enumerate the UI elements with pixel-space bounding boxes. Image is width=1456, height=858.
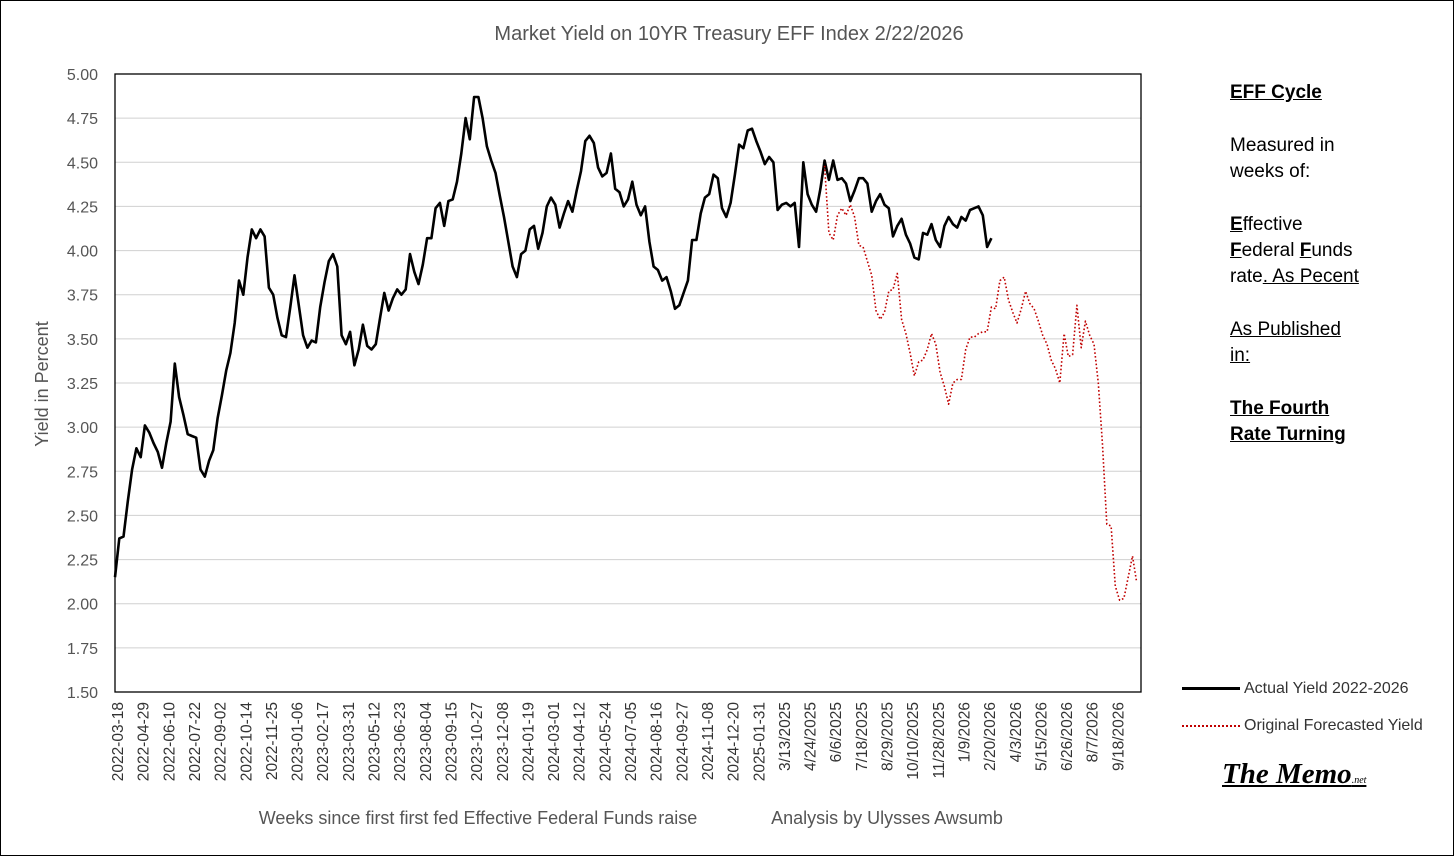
x-tick-label: 2022-09-02 <box>213 702 230 781</box>
x-tick-label: 2022-11-25 <box>264 702 281 780</box>
x-tick-label: 2023-08-04 <box>418 702 435 782</box>
x-tick-label: 2024-07-05 <box>623 702 640 781</box>
x-tick-label: 2024-09-27 <box>674 702 691 781</box>
analysis-credit: Analysis by Ulysses Awsumb <box>771 808 1003 828</box>
x-tick-label: 2024-03-01 <box>546 702 563 781</box>
x-tick-label: 7/18/2025 <box>854 702 871 771</box>
brand-suffix: .net <box>1351 775 1367 786</box>
x-tick-label: 11/28/2025 <box>931 702 948 778</box>
legend-actual: Actual Yield 2022-2026 <box>1182 680 1409 698</box>
x-tick-label: 4/24/2025 <box>803 702 820 771</box>
x-axis-label: Weeks since first first fed Effective Fe… <box>259 808 698 828</box>
x-axis-ticks: 2022-03-18 2022-04-29 2022-06-10 2022-07-22… <box>110 702 1127 782</box>
legend-actual-swatch <box>1182 687 1240 691</box>
x-tick-label: 2/20/2026 <box>982 702 999 771</box>
x-tick-label: 2022-03-18 <box>110 702 127 781</box>
y-tick-label: 4.50 <box>67 155 98 172</box>
brand-name: The Memo <box>1222 758 1352 790</box>
y-axis-label: Yield in Percent <box>32 321 52 446</box>
x-tick-label: 2023-06-23 <box>392 702 409 781</box>
book-line-2: Rate Turning <box>1230 424 1346 445</box>
y-tick-label: 4.25 <box>67 199 98 216</box>
x-tick-label: 2023-10-27 <box>469 702 486 781</box>
legend-forecast-label: Original Forecasted Yield <box>1244 717 1423 734</box>
eff-word-funds: unds <box>1311 240 1353 261</box>
x-tick-label: 2022-06-10 <box>161 702 178 782</box>
sidebar-book-title: The Fourth Rate Turning <box>1230 396 1430 448</box>
legend-forecast: Original Forecasted Yield <box>1182 717 1423 735</box>
x-tick-label: 5/15/2026 <box>1033 702 1050 771</box>
measured-line-2: weeks of: <box>1230 161 1311 182</box>
x-tick-label: 2024-11-08 <box>700 702 717 780</box>
x-tick-label: 6/26/2026 <box>1059 702 1076 771</box>
y-tick-label: 4.75 <box>67 111 98 128</box>
x-tick-label: 2024-12-20 <box>726 702 743 782</box>
y-tick-label: 5.00 <box>67 67 98 84</box>
eff-letter-e: E <box>1230 214 1243 235</box>
x-tick-label: 2024-08-16 <box>649 702 666 781</box>
eff-word-federal: ederal <box>1241 240 1300 261</box>
legend-forecast-swatch <box>1182 724 1240 727</box>
x-tick-label: 2023-05-12 <box>367 702 384 781</box>
y-tick-label: 1.50 <box>67 685 98 702</box>
sidebar-title: EFF Cycle <box>1230 82 1322 103</box>
x-tick-label: 8/7/2026 <box>1085 702 1102 762</box>
x-tick-label: 9/18/2026 <box>1110 702 1127 771</box>
y-tick-label: 2.25 <box>67 553 98 570</box>
x-tick-label: 10/10/2025 <box>905 702 922 780</box>
y-tick-label: 1.75 <box>67 641 98 658</box>
x-tick-label: 2022-10-14 <box>238 702 255 782</box>
series-lines <box>113 95 1138 601</box>
y-tick-label: 2.50 <box>67 508 98 525</box>
eff-as-percent: . As Pecent <box>1262 266 1359 287</box>
eff-word-effective: ffective <box>1242 214 1303 235</box>
y-tick-label: 2.75 <box>67 464 98 481</box>
legend-actual-label: Actual Yield 2022-2026 <box>1244 680 1409 697</box>
sidebar-notes: EFF Cycle Measured in weeks of: Effectiv… <box>1230 80 1430 475</box>
book-line-1: The Fourth <box>1230 398 1330 419</box>
sidebar-eff-definition: Effective Federal Funds rate. As Pecent <box>1230 212 1430 290</box>
y-tick-label: 3.50 <box>67 332 98 349</box>
x-tick-label: 8/29/2025 <box>880 702 897 771</box>
published-line-2: in: <box>1230 345 1251 366</box>
brand-logo: The Memo.net <box>1222 758 1366 791</box>
eff-letter-f1: F <box>1230 240 1242 261</box>
eff-letter-f2: F <box>1299 240 1312 261</box>
chart-title: Market Yield on 10YR Treasury EFF Index … <box>494 23 963 45</box>
y-tick-label: 3.25 <box>67 376 98 393</box>
x-tick-label: 2023-01-06 <box>290 702 307 781</box>
x-tick-label: 2024-04-12 <box>572 702 589 781</box>
x-tick-label: 6/6/2025 <box>828 702 845 762</box>
x-tick-label: 2022-04-29 <box>136 702 153 781</box>
x-tick-label: 2025-01-31 <box>751 702 768 781</box>
y-tick-label: 4.00 <box>67 244 98 261</box>
plot-area-border <box>114 73 1142 693</box>
y-tick-label: 2.00 <box>67 597 98 614</box>
series-line-actual-yield <box>113 95 993 578</box>
x-tick-label: 2024-05-24 <box>597 702 614 782</box>
x-tick-label: 3/13/2025 <box>777 702 794 771</box>
measured-line-1: Measured in <box>1230 135 1335 156</box>
x-tick-label: 4/3/2026 <box>1008 702 1025 762</box>
x-tick-label: 2024-01-19 <box>520 702 537 781</box>
eff-word-rate: rate <box>1230 266 1263 287</box>
gridlines <box>115 117 1141 649</box>
x-tick-label: 1/9/2026 <box>956 702 973 762</box>
x-tick-label: 2023-12-08 <box>495 702 512 781</box>
sidebar-measured: Measured in weeks of: <box>1230 133 1430 185</box>
series-line-forecast-yield <box>823 165 1138 601</box>
sidebar-published: As Published in: <box>1230 317 1430 369</box>
x-tick-label: 2023-03-31 <box>341 702 358 781</box>
y-tick-label: 3.00 <box>67 420 98 437</box>
y-axis-ticks: 5.00 4.75 4.50 4.25 4.00 3.75 3.50 3.25 3.00 2.75… <box>67 67 98 702</box>
x-tick-label: 2023-09-15 <box>443 702 460 781</box>
x-tick-label: 2023-02-17 <box>315 702 332 781</box>
x-tick-label: 2022-07-22 <box>187 702 204 781</box>
y-tick-label: 3.75 <box>67 288 98 305</box>
published-line-1: As Published <box>1230 319 1341 340</box>
